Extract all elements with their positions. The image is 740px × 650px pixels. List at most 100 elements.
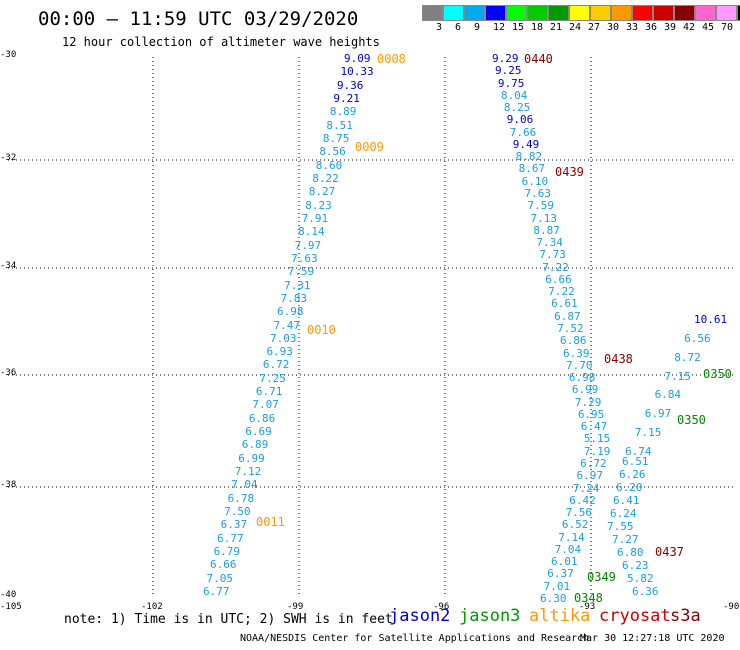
satellite-jason3: jason3 xyxy=(459,606,521,626)
lat-label: -34 xyxy=(0,261,17,271)
swh-value: 7.01 xyxy=(543,579,571,593)
legend-label: 12 xyxy=(493,22,506,33)
swh-value: 7.91 xyxy=(301,211,329,225)
swh-value: 7.04 xyxy=(231,478,258,492)
credit-text: NOAA/NESDIS Center for Satellite Applica… xyxy=(240,633,590,644)
legend-label: 45 xyxy=(702,22,715,33)
swh-value: 6.10 xyxy=(521,174,549,188)
swh-value: 9.49 xyxy=(512,137,540,151)
time-label: 0011 xyxy=(256,515,285,529)
swh-value: 8.60 xyxy=(315,158,343,172)
swh-value: 9.21 xyxy=(333,91,360,105)
swh-value: 6.78 xyxy=(227,491,255,505)
swh-value: 7.70 xyxy=(565,358,593,372)
legend-label: 70 xyxy=(721,22,734,33)
page-subtitle: 12 hour collection of altimeter wave hei… xyxy=(62,35,380,49)
swh-value: 6.89 xyxy=(241,438,269,452)
legend-swatch xyxy=(485,5,506,21)
lat-label: -38 xyxy=(0,480,17,490)
lon-label: -99 xyxy=(287,602,304,612)
legend-swatch xyxy=(695,5,716,21)
swh-value: 10.61 xyxy=(694,313,728,326)
lon-label: -96 xyxy=(433,602,450,612)
swh-value: 7.63 xyxy=(524,187,552,200)
swh-value: 6.36 xyxy=(632,585,659,598)
swh-value: 7.27 xyxy=(612,533,639,546)
time-label: 0440 xyxy=(524,52,553,66)
legend-swatch xyxy=(464,5,485,21)
swh-value: 6.47 xyxy=(580,420,608,434)
swh-value: 7.14 xyxy=(558,530,585,544)
time-label: 0349 xyxy=(587,570,616,584)
swh-value: 6.37 xyxy=(547,567,574,581)
legend-swatch xyxy=(611,5,632,21)
swh-value: 5.15 xyxy=(583,432,611,446)
lat-label: -40 xyxy=(0,590,17,600)
swh-value: 6.20 xyxy=(616,481,643,494)
swh-value: 7.55 xyxy=(607,520,634,533)
swh-value: 9.25 xyxy=(494,64,522,78)
swh-value: 6.95 xyxy=(577,407,605,421)
swh-value: 6.69 xyxy=(245,425,272,439)
legend-swatch xyxy=(674,5,695,21)
swh-value: 8.14 xyxy=(298,225,325,239)
swh-value: 6.51 xyxy=(622,455,649,468)
legend-label: 9 xyxy=(474,22,481,33)
swh-value: 6.24 xyxy=(610,507,637,520)
swh-value: 5.82 xyxy=(627,572,654,585)
lon-label: -90 xyxy=(723,602,740,612)
legend-swatch xyxy=(653,5,674,21)
swh-value: 6.01 xyxy=(550,555,578,569)
lat-label: -30 xyxy=(0,50,17,60)
swh-value: 6.98 xyxy=(277,305,304,319)
swh-value: 6.42 xyxy=(569,493,596,507)
note-text: note: 1) Time is in UTC; 2) SWH is in fe… xyxy=(64,612,393,627)
legend-label: 15 xyxy=(512,22,525,33)
legend-swatch xyxy=(548,5,569,21)
time-label: 0350 xyxy=(703,367,732,381)
page-title: 00:00 – 11:59 UTC 03/29/2020 xyxy=(38,8,359,30)
swh-value: 8.51 xyxy=(326,118,353,132)
swh-value: 6.86 xyxy=(248,411,276,425)
swh-value: 6.99 xyxy=(571,383,599,397)
swh-value: 9.36 xyxy=(336,78,364,92)
satellite-altika: altika xyxy=(529,606,591,626)
time-label: 0008 xyxy=(377,52,406,66)
swh-value: 7.97 xyxy=(294,238,322,252)
swh-value: 7.19 xyxy=(583,444,611,458)
swh-value: 7.63 xyxy=(291,251,318,265)
swh-value: 6.77 xyxy=(203,585,230,598)
swh-value: 8.25 xyxy=(503,101,531,115)
swh-value: 7.50 xyxy=(224,505,251,519)
swh-value: 6.26 xyxy=(619,468,646,481)
time-label: 0437 xyxy=(655,545,684,559)
swh-value: 8.23 xyxy=(305,198,332,212)
legend-swatch xyxy=(422,5,443,21)
legend-swatch xyxy=(590,5,611,21)
legend-label: 27 xyxy=(588,22,601,33)
swh-value: 9.09 xyxy=(344,52,371,65)
swh-value: 10.33 xyxy=(340,65,374,79)
legend-label: 33 xyxy=(626,22,639,33)
swh-value: 7.05 xyxy=(206,571,234,585)
legend-swatch xyxy=(716,5,737,21)
swh-value: 8.04 xyxy=(500,88,528,102)
swh-value: 9.29 xyxy=(492,52,519,65)
swh-value: 6.84 xyxy=(654,388,682,402)
legend-label: 24 xyxy=(569,22,582,33)
legend-label: 36 xyxy=(645,22,658,33)
swh-value: 6.30 xyxy=(540,592,567,605)
swh-color-legend xyxy=(422,5,740,21)
swh-value: 7.29 xyxy=(574,395,602,409)
swh-value: 7.52 xyxy=(557,322,584,335)
legend-label: 42 xyxy=(683,22,696,33)
swh-value: 6.39 xyxy=(563,346,590,360)
time-label: 0010 xyxy=(307,323,336,337)
swh-value: 7.12 xyxy=(234,465,262,479)
timestamp-text: Mar 30 12:27:18 UTC 2020 xyxy=(580,633,725,644)
swh-value: 6.99 xyxy=(238,451,265,465)
time-label: 0348 xyxy=(574,591,603,605)
swh-value: 9.75 xyxy=(497,76,525,90)
swh-value: 7.22 xyxy=(542,260,569,274)
legend-swatch xyxy=(569,5,590,21)
